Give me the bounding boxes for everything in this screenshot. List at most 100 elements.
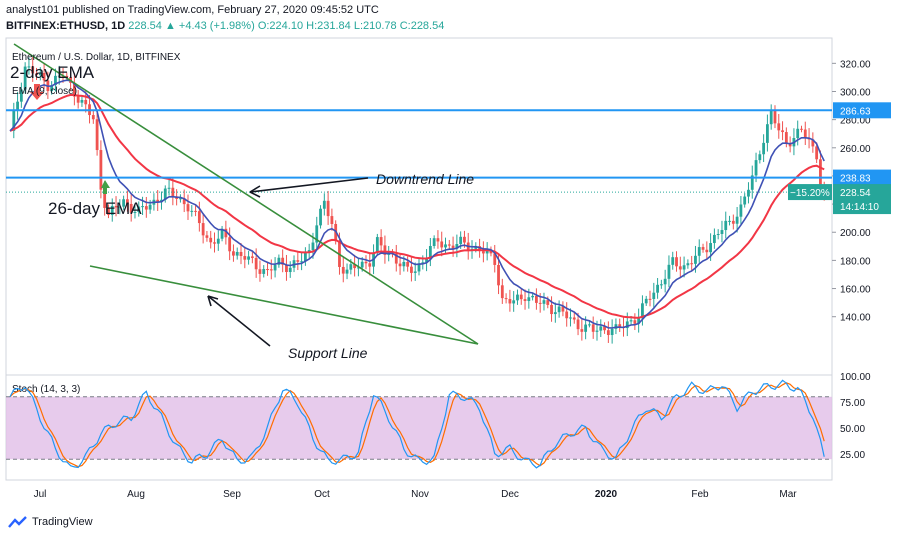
candle-body xyxy=(35,73,38,76)
x-tick-label: Jul xyxy=(34,489,47,500)
candle-body xyxy=(557,306,561,313)
candle-body xyxy=(258,269,262,274)
candle-body xyxy=(580,329,584,332)
candle-body xyxy=(216,238,220,244)
candle xyxy=(803,121,807,146)
candle-body xyxy=(459,236,463,245)
candle xyxy=(27,57,31,75)
candle-body xyxy=(788,143,792,147)
candle xyxy=(118,199,122,215)
candle-body xyxy=(432,238,436,247)
candle-body xyxy=(440,241,444,248)
candle-body xyxy=(99,150,103,190)
candle-body xyxy=(803,129,807,138)
candle xyxy=(766,114,769,152)
stoch-y-tick-label: 50.00 xyxy=(840,424,865,435)
candle xyxy=(406,256,410,272)
candle-body xyxy=(311,242,315,251)
y-tick-label: 320.00 xyxy=(840,59,871,70)
candle-body xyxy=(720,230,724,234)
stoch-y-tick-label: 100.00 xyxy=(840,372,871,383)
candle-body xyxy=(118,206,122,208)
candle-body xyxy=(235,251,239,256)
candle xyxy=(534,288,538,310)
candle xyxy=(133,205,137,219)
candle-body xyxy=(80,99,84,103)
candle-body xyxy=(481,251,485,254)
candle-body xyxy=(754,160,758,176)
candle xyxy=(561,301,565,317)
candle xyxy=(303,247,307,266)
candle-body xyxy=(489,249,493,254)
candle-body xyxy=(110,205,114,215)
candle xyxy=(277,254,281,268)
candle xyxy=(364,255,368,270)
candle-body xyxy=(186,204,190,212)
candle-body xyxy=(84,99,88,105)
candle-body xyxy=(671,257,675,265)
candle xyxy=(644,295,648,306)
candle xyxy=(243,246,247,269)
candle-body xyxy=(360,261,364,268)
candle-body xyxy=(179,198,182,200)
candle-body xyxy=(57,75,61,77)
candle xyxy=(747,182,750,204)
candle-body xyxy=(417,263,421,272)
candle-body xyxy=(266,269,269,271)
candle-body xyxy=(561,306,565,312)
candle xyxy=(572,312,576,324)
candle-body xyxy=(277,257,281,265)
candle-body xyxy=(129,203,133,213)
tradingview-logo-icon xyxy=(8,516,27,528)
candle-body xyxy=(444,244,447,248)
y-tick-label: 280.00 xyxy=(840,116,871,127)
candle-body xyxy=(815,146,819,160)
candle xyxy=(618,318,622,332)
candle-body xyxy=(588,324,591,326)
candle-body xyxy=(394,253,398,264)
candle-body xyxy=(65,75,69,78)
candle-body xyxy=(269,269,273,271)
candle-body xyxy=(410,266,413,273)
candle-body xyxy=(364,261,368,264)
candle xyxy=(516,289,519,305)
candle-body xyxy=(478,246,481,252)
candle-body xyxy=(682,265,686,270)
candle xyxy=(80,95,84,107)
candle-body xyxy=(637,318,641,324)
candle xyxy=(542,292,546,311)
candle xyxy=(811,132,815,153)
candle xyxy=(269,259,273,280)
candle-body xyxy=(209,237,213,243)
pct-change-box xyxy=(788,184,832,201)
candle-body xyxy=(743,196,747,205)
candle-body xyxy=(103,189,107,208)
candle-body xyxy=(811,139,815,147)
candle-body xyxy=(375,237,379,253)
candle xyxy=(705,241,709,260)
candle-body xyxy=(591,324,595,332)
candle-body xyxy=(23,66,27,90)
candle xyxy=(724,211,728,239)
candle xyxy=(481,241,485,263)
y-tick-label: 140.00 xyxy=(840,313,871,324)
candle-body xyxy=(50,85,54,92)
candle-body xyxy=(224,228,228,238)
x-tick-label: Oct xyxy=(314,489,330,500)
tradingview-footer[interactable]: TradingView xyxy=(8,516,93,528)
candle xyxy=(190,205,194,217)
candle-body xyxy=(675,257,678,267)
candle-body xyxy=(553,312,557,315)
y-tick-label: 300.00 xyxy=(840,87,871,98)
candle-body xyxy=(769,110,773,125)
candle-body xyxy=(690,263,694,265)
candle xyxy=(330,208,334,231)
candle-body xyxy=(243,256,247,260)
candle xyxy=(800,125,803,133)
candle-body xyxy=(694,255,697,264)
candle-body xyxy=(762,142,766,155)
candle xyxy=(110,198,114,222)
candle xyxy=(728,215,731,226)
x-tick-label: Dec xyxy=(501,489,519,500)
